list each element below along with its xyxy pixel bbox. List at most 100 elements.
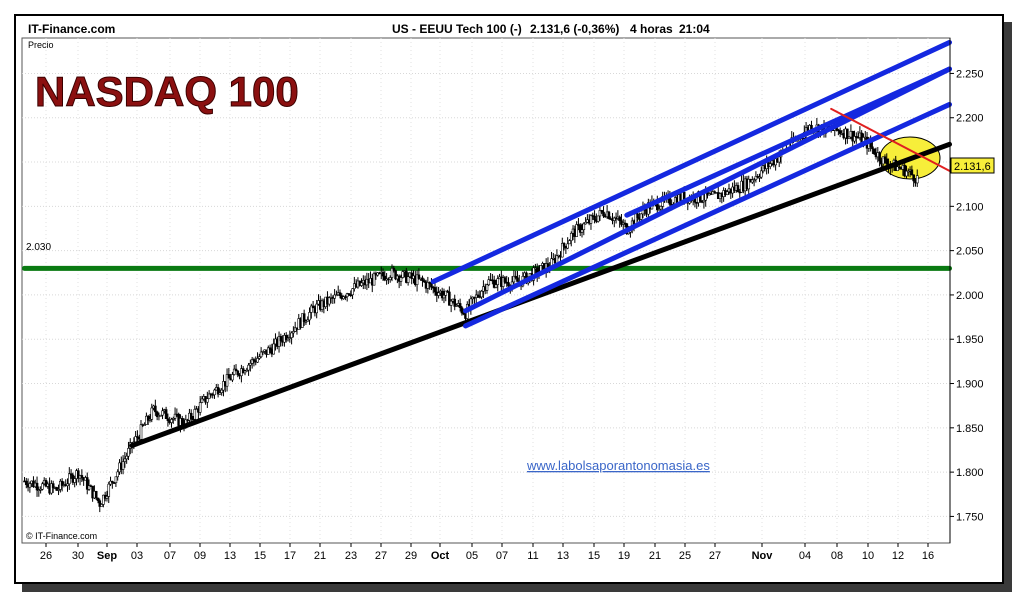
candle-body	[127, 448, 130, 457]
candle-body	[51, 483, 55, 488]
y-axis: 1.750 1.800 1.850 1.900 1.950 2.000 2.050 2.100…	[949, 38, 984, 543]
candle-body	[290, 332, 293, 338]
candle-body	[449, 300, 453, 306]
x-tick-label: 15	[588, 550, 600, 562]
candle-body	[80, 475, 84, 479]
candle-body	[107, 483, 111, 497]
candle-body	[286, 337, 290, 341]
x-tick-label: 27	[375, 550, 387, 562]
candle-body	[589, 215, 593, 224]
candle-body	[123, 458, 127, 462]
time-label: 21:04	[679, 22, 710, 36]
candle-body	[335, 294, 338, 297]
candle-body	[234, 368, 238, 372]
candle-body	[154, 405, 157, 413]
candle-body	[569, 232, 573, 241]
candle-body	[898, 166, 901, 169]
y-tick-label: 1.800	[956, 467, 984, 479]
candle-body	[555, 255, 559, 264]
candle-body	[146, 415, 150, 421]
x-tick-label: 12	[892, 550, 904, 562]
current-price-label: 2.131,6	[954, 161, 991, 173]
candle-body	[170, 419, 173, 423]
candle-body	[514, 275, 517, 279]
candle-body	[148, 419, 152, 421]
candle-body	[198, 402, 202, 413]
x-tick-label: 09	[194, 550, 206, 562]
candle-body	[885, 158, 889, 165]
candle-body	[213, 389, 216, 396]
candle-body	[98, 500, 102, 507]
candle-body	[173, 413, 177, 419]
candle-body	[448, 291, 451, 306]
candle-body	[627, 231, 630, 235]
candle-body	[593, 215, 596, 221]
candle-body	[155, 411, 159, 418]
line-resistance	[830, 107, 951, 172]
candle-body	[639, 213, 643, 220]
candle-body	[284, 335, 288, 341]
candle-body	[618, 216, 621, 222]
copyright-label: © IT-Finance.com	[26, 531, 97, 541]
candle-body	[279, 336, 283, 342]
candle-body	[406, 276, 410, 283]
candle-body	[220, 389, 223, 393]
x-tick-label: 03	[131, 550, 143, 562]
candle-body	[150, 407, 154, 420]
candle-body	[878, 152, 881, 162]
x-month-label: Sep	[97, 550, 117, 562]
candle-body	[485, 284, 489, 291]
candle-body	[487, 279, 491, 286]
candle-body	[73, 478, 76, 483]
candle-body	[415, 274, 419, 285]
candle-body	[915, 175, 919, 184]
candle-body	[96, 497, 100, 501]
x-axis: 26 30 Sep 03 07 09 13 15 17 21 23 27 29 Oct 05 07 11 13 15…	[40, 543, 934, 562]
candle-body	[236, 370, 240, 376]
candle-body	[102, 494, 105, 505]
candle-body	[249, 363, 252, 366]
candle-body	[596, 215, 600, 222]
candle-body	[458, 303, 462, 308]
grid	[22, 38, 950, 543]
candle-body	[116, 471, 120, 478]
candle-body	[259, 351, 263, 358]
candle-body	[189, 412, 193, 420]
candle-body	[492, 279, 496, 288]
x-tick-label: 30	[72, 550, 84, 562]
candle-body	[460, 307, 464, 314]
candle-body	[562, 243, 566, 247]
candle-body	[231, 374, 234, 381]
candle-body	[421, 277, 424, 281]
line-channel-upper-1	[624, 66, 953, 218]
candle-body	[476, 294, 480, 297]
x-tick-label: 04	[799, 550, 811, 562]
candle-body	[28, 483, 32, 488]
candle-body	[252, 359, 256, 362]
candle-body	[227, 374, 231, 379]
x-tick-label: 21	[649, 550, 661, 562]
y-tick-label: 1.850	[956, 423, 984, 435]
candle-body	[751, 179, 754, 183]
candle-body	[516, 277, 519, 282]
candle-body	[143, 424, 146, 426]
candle-body	[582, 223, 586, 231]
x-tick-label: 21	[314, 550, 326, 562]
candle-body	[136, 436, 139, 438]
x-tick-label: 07	[164, 550, 176, 562]
candle-body	[171, 418, 175, 420]
candle-body	[657, 208, 661, 211]
y-tick-label: 1.950	[956, 334, 984, 346]
candle-body	[159, 414, 163, 417]
x-tick-label: 16	[922, 550, 934, 562]
candle-body	[308, 312, 311, 321]
candle-body	[193, 409, 197, 420]
brand-label: IT-Finance.com	[28, 22, 116, 36]
candle-body	[347, 293, 351, 295]
candle-body	[437, 292, 440, 296]
candle-body	[381, 271, 385, 277]
candle-body	[292, 331, 295, 334]
x-tick-label: 27	[709, 550, 721, 562]
candle-body	[752, 179, 756, 181]
